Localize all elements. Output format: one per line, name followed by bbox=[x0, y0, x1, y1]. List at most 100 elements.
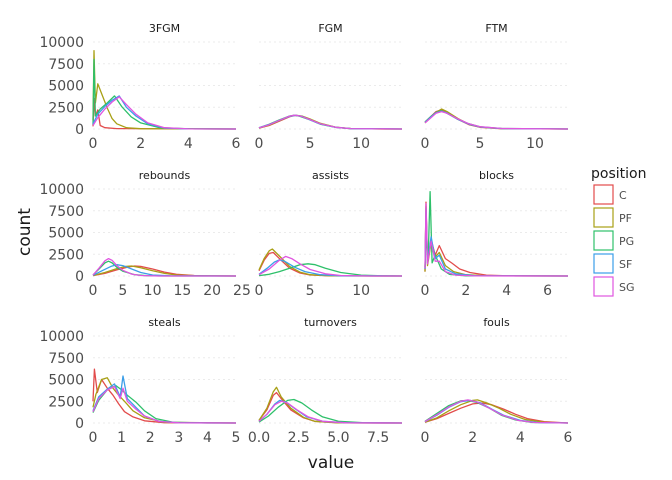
facet-label: fouls bbox=[483, 316, 510, 329]
series-line-pf bbox=[424, 399, 569, 424]
series-line-sg bbox=[424, 110, 569, 130]
facet-panel-ftm: FTM 0 5 10 bbox=[421, 22, 569, 152]
legend-item-pg: PG bbox=[593, 230, 634, 251]
x-tick-label: 6 bbox=[543, 283, 552, 299]
series-line-sg bbox=[258, 114, 403, 130]
legend-item-c: C bbox=[593, 184, 627, 205]
x-tick-label: 5.0 bbox=[327, 430, 349, 446]
y-tick-label: 10000 bbox=[39, 182, 84, 198]
series-line-sg bbox=[258, 400, 403, 424]
facet-label: steals bbox=[148, 316, 181, 329]
y-tick-label: 0 bbox=[75, 416, 84, 432]
facet-label: rebounds bbox=[139, 169, 191, 182]
x-tick-label: 2 bbox=[146, 430, 155, 446]
series-line-pg bbox=[258, 398, 403, 424]
x-tick-label: 10 bbox=[352, 136, 370, 152]
y-tick-label: 7500 bbox=[48, 351, 84, 367]
series-line-sg bbox=[424, 203, 569, 277]
y-tick-label: 2500 bbox=[48, 100, 84, 116]
facet-panel-3fgm: 3FGM 0 2500 5000 7500 10000 0 2 4 6 bbox=[39, 22, 240, 152]
series-line-c bbox=[424, 402, 569, 424]
x-tick-label: 2.5 bbox=[288, 430, 310, 446]
legend-item-sf: SF bbox=[593, 253, 632, 274]
x-tick-label: 2 bbox=[136, 136, 145, 152]
series-line-pf bbox=[258, 248, 403, 277]
x-tick-label: 5 bbox=[118, 283, 127, 299]
x-tick-label: 4 bbox=[502, 283, 511, 299]
x-tick-label: 0.0 bbox=[248, 430, 270, 446]
x-tick-label: 0 bbox=[255, 283, 264, 299]
y-tick-label: 0 bbox=[75, 122, 84, 138]
series-line-sf bbox=[258, 259, 403, 277]
series-line-pg bbox=[258, 263, 403, 277]
legend-title: position bbox=[591, 166, 646, 182]
x-tick-label: 2 bbox=[461, 283, 470, 299]
x-tick-label: 0 bbox=[89, 430, 98, 446]
x-tick-label: 20 bbox=[203, 283, 221, 299]
series-line-c bbox=[258, 251, 403, 277]
series-line-sg bbox=[92, 257, 236, 277]
facet-panel-fgm: FGM 0 5 10 bbox=[255, 22, 403, 152]
x-tick-label: 2 bbox=[468, 430, 477, 446]
series-line-pg bbox=[424, 190, 569, 277]
x-tick-label: 5 bbox=[306, 136, 315, 152]
y-tick-label: 2500 bbox=[48, 247, 84, 263]
legend-key bbox=[593, 276, 614, 297]
legend-item-pf: PF bbox=[593, 207, 632, 228]
series-line-sg bbox=[92, 385, 237, 424]
facet-panel-rebounds: rebounds 0 2500 5000 7500 10000 0 5 10 15 20 25 bbox=[39, 169, 250, 299]
series-line-sf bbox=[92, 375, 237, 424]
x-tick-label: 0 bbox=[421, 136, 430, 152]
series-line-pg bbox=[92, 384, 236, 424]
x-tick-label: 0 bbox=[421, 283, 430, 299]
x-tick-label: 0 bbox=[255, 136, 264, 152]
x-tick-label: 5 bbox=[306, 283, 315, 299]
x-tick-label: 15 bbox=[173, 283, 191, 299]
facet-panel-blocks: blocks 0 2 4 6 bbox=[421, 169, 569, 299]
series-line-sf bbox=[424, 110, 569, 130]
legend-key bbox=[593, 253, 614, 274]
facet-label: blocks bbox=[479, 169, 514, 182]
series-line-sg bbox=[258, 255, 402, 277]
series-line-pg bbox=[92, 58, 237, 130]
series-line-sg bbox=[92, 96, 237, 130]
y-tick-label: 10000 bbox=[39, 329, 84, 345]
legend: position C PF PG SF SG bbox=[591, 166, 646, 297]
x-tick-label: 3 bbox=[174, 430, 183, 446]
series-line-c bbox=[92, 97, 237, 130]
facet-panel-assists: assists 0 5 10 bbox=[255, 169, 403, 299]
series-line-c bbox=[92, 368, 237, 424]
legend-label: C bbox=[619, 189, 627, 202]
x-tick-label: 0 bbox=[89, 283, 98, 299]
x-tick-label: 4 bbox=[184, 136, 193, 152]
x-tick-label: 6 bbox=[232, 136, 241, 152]
x-tick-label: 4 bbox=[516, 430, 525, 446]
legend-label: SG bbox=[619, 281, 635, 294]
x-tick-label: 10 bbox=[526, 136, 544, 152]
facet-label: 3FGM bbox=[149, 22, 180, 35]
series-line-pf bbox=[424, 108, 569, 130]
facet-label: FGM bbox=[318, 22, 342, 35]
x-tick-label: 1 bbox=[117, 430, 126, 446]
y-tick-label: 0 bbox=[75, 269, 84, 285]
y-axis-title: count bbox=[15, 208, 35, 256]
x-axis-title: value bbox=[308, 453, 354, 473]
x-tick-label: 4 bbox=[203, 430, 212, 446]
facet-panel-steals: steals 0 2500 5000 7500 10000 0 1 2 3 4 5 bbox=[39, 316, 240, 446]
facet-label: FTM bbox=[485, 22, 507, 35]
series-line-sg bbox=[424, 399, 569, 424]
legend-label: PG bbox=[619, 235, 634, 248]
x-tick-label: 7.5 bbox=[367, 430, 389, 446]
x-tick-label: 0 bbox=[421, 430, 430, 446]
y-tick-label: 5000 bbox=[48, 79, 84, 95]
x-tick-label: 5 bbox=[476, 136, 485, 152]
series-line-c bbox=[424, 201, 569, 277]
y-tick-label: 5000 bbox=[48, 373, 84, 389]
y-tick-label: 7500 bbox=[48, 57, 84, 73]
legend-label: SF bbox=[619, 258, 632, 271]
x-tick-label: 0 bbox=[89, 136, 98, 152]
legend-label: PF bbox=[619, 212, 632, 225]
series-line-pf bbox=[424, 205, 569, 277]
